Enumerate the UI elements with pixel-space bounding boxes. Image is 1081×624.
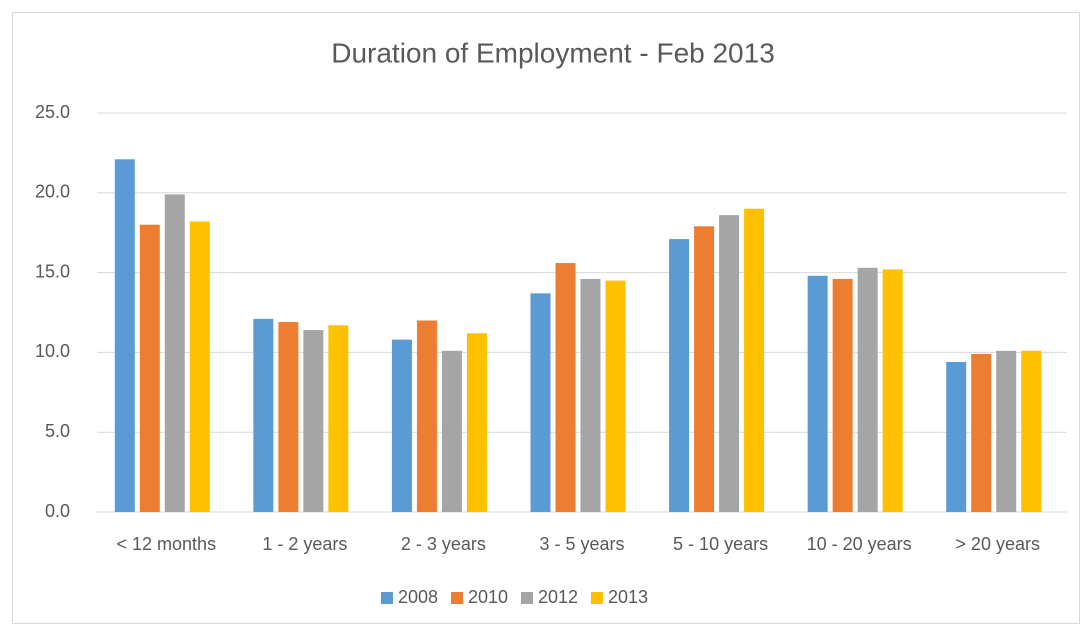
legend-label: 2008 xyxy=(398,587,438,607)
x-tick-label: 1 - 2 years xyxy=(262,534,347,554)
legend-swatch xyxy=(451,592,463,604)
x-tick-label: 10 - 20 years xyxy=(807,534,912,554)
bar xyxy=(303,330,324,512)
bar xyxy=(719,215,740,513)
bar xyxy=(832,278,853,512)
bar xyxy=(744,208,765,512)
bar xyxy=(391,339,412,512)
bar xyxy=(807,275,828,512)
bar xyxy=(996,350,1017,512)
chart-title: Duration of Employment - Feb 2013 xyxy=(331,37,775,68)
bar xyxy=(857,267,878,512)
legend-swatch xyxy=(381,592,393,604)
bar xyxy=(189,221,210,512)
bar xyxy=(555,263,576,512)
y-tick-label: 20.0 xyxy=(35,182,70,202)
x-tick-label: 5 - 10 years xyxy=(673,534,768,554)
bar xyxy=(882,269,903,512)
legend-label: 2013 xyxy=(608,587,648,607)
bar xyxy=(1021,350,1042,512)
y-tick-label: 15.0 xyxy=(35,261,70,281)
bar xyxy=(114,159,135,512)
y-tick-label: 5.0 xyxy=(45,421,70,441)
bar xyxy=(416,320,437,512)
legend-swatch xyxy=(591,592,603,604)
x-tick-label: 2 - 3 years xyxy=(401,534,486,554)
x-tick-label: > 20 years xyxy=(955,534,1040,554)
bar xyxy=(946,361,967,512)
y-tick-label: 0.0 xyxy=(45,501,70,521)
bar xyxy=(694,226,715,513)
bar xyxy=(971,353,992,512)
bar xyxy=(278,322,299,512)
bar xyxy=(441,350,462,512)
y-tick-label: 10.0 xyxy=(35,341,70,361)
bar xyxy=(580,278,601,512)
bar xyxy=(164,194,185,512)
x-tick-label: 3 - 5 years xyxy=(539,534,624,554)
bar xyxy=(253,318,274,512)
bar xyxy=(328,325,349,512)
bar xyxy=(530,293,551,512)
bar xyxy=(139,224,160,512)
legend-label: 2010 xyxy=(468,587,508,607)
x-tick-label: < 12 months xyxy=(117,534,217,554)
bar xyxy=(669,239,690,513)
legend-label: 2012 xyxy=(538,587,578,607)
bar xyxy=(466,333,487,512)
bar xyxy=(605,280,626,512)
legend-swatch xyxy=(521,592,533,604)
y-tick-label: 25.0 xyxy=(35,102,70,122)
